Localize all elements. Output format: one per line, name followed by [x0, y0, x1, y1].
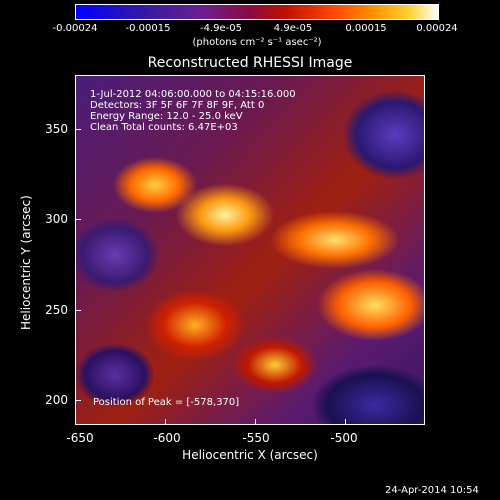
colorbar-units: (photons cm⁻² s⁻¹ asec⁻²) [192, 37, 322, 48]
plot-frame [75, 75, 425, 425]
colorbar-tick: 4.9e-05 [273, 23, 313, 34]
footer-date: 24-Apr-2014 10:54 [385, 485, 479, 496]
info-time-range: 1-Jul-2012 04:06:00.000 to 04:15:16.000 [90, 89, 296, 100]
colorbar-tick: -4.9e-05 [200, 23, 242, 34]
x-tick-mark [75, 419, 76, 425]
y-tick-label: 200 [45, 393, 68, 407]
info-clean-counts: Clean Total counts: 6.47E+03 [90, 122, 238, 133]
x-tick-mark [255, 419, 256, 425]
y-tick-label: 350 [45, 122, 68, 136]
info-detectors: Detectors: 3F 5F 6F 7F 8F 9F, Att 0 [90, 100, 265, 111]
plot-title: Reconstructed RHESSI Image [147, 55, 353, 71]
x-axis-label: Heliocentric X (arcsec) [182, 448, 318, 462]
y-tick-mark [75, 310, 81, 311]
colorbar [75, 4, 439, 20]
x-tick-label: -550 [242, 431, 270, 445]
y-tick-mark [75, 219, 81, 220]
y-tick-label: 300 [45, 212, 68, 226]
colorbar-tick: -0.00024 [52, 23, 98, 34]
colorbar-tick: 0.00024 [416, 23, 458, 34]
x-tick-mark [165, 419, 166, 425]
x-tick-label: -500 [330, 431, 358, 445]
colorbar-tick: -0.00015 [125, 23, 171, 34]
peak-position: Position of Peak = [-578,370] [93, 397, 240, 408]
colorbar-tick: 0.00015 [345, 23, 387, 34]
y-axis-label: Heliocentric Y (arcsec) [19, 195, 33, 330]
x-tick-label: -650 [66, 431, 94, 445]
info-energy-range: Energy Range: 12.0 - 25.0 keV [90, 111, 243, 122]
x-tick-label: -600 [153, 431, 181, 445]
x-tick-mark [345, 419, 346, 425]
y-tick-mark [75, 400, 81, 401]
rhessi-image [75, 75, 425, 425]
y-tick-label: 250 [45, 303, 68, 317]
y-tick-mark [75, 129, 81, 130]
